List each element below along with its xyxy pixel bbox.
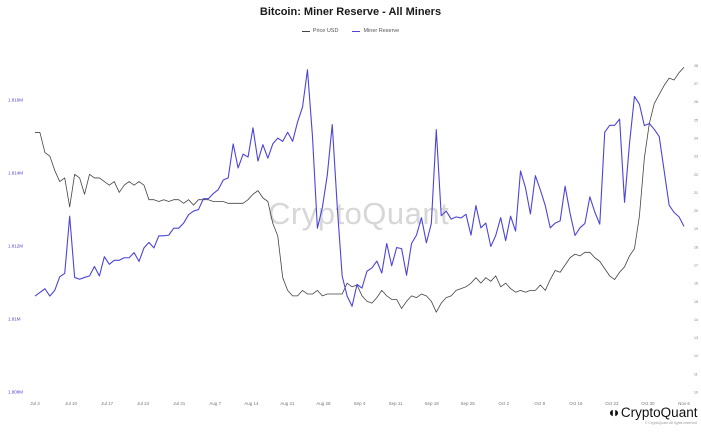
cryptoquant-logo-text: CryptoQuant [620,404,698,420]
cryptoquant-logo: ◖◗ CryptoQuant [607,404,697,420]
y-left-tick-label: 1.808M [8,390,23,395]
y-right-tick-label: 27 [694,82,698,86]
y-right-tick-label: 19 [694,227,698,231]
x-tick-label: Jul 10 [65,401,78,406]
x-tick-label: Jul 31 [173,401,186,406]
legend-swatch-miner-reserve [352,30,361,32]
x-tick-label: Sep 4 [354,401,366,406]
x-tick-label: Aug 14 [244,401,259,406]
price-usd-line [35,66,685,313]
x-tick-label: Oct 2 [498,401,509,406]
y-right-tick-label: 26 [694,100,698,104]
legend-swatch-price [301,30,310,32]
y-right-tick-label: 11 [694,372,698,376]
y-right-tick-label: 18 [694,245,698,249]
x-tick-label: Oct 16 [569,401,583,406]
y-right-tick-label: 16 [694,282,698,286]
x-tick-label: Aug 28 [316,401,331,406]
x-tick-label: Sep 11 [389,401,403,406]
legend-label-price: Price USD [312,28,339,34]
chart-title: Bitcoin: Miner Reserve - All Miners [259,6,442,18]
y-right-tick-label: 14 [694,318,698,322]
x-tick-label: Oct 30 [641,401,655,406]
y-right-tick-label: 25 [694,118,698,122]
watermark: CryptoQuant [268,196,450,231]
x-tick-label: Sep 18 [424,401,439,406]
y-right-tick-label: 24 [694,137,698,141]
series-layer [34,66,685,313]
y-right-tick-label: 22 [694,173,698,177]
miner-reserve-line [34,69,685,307]
x-tick-label: Oct 9 [534,401,545,406]
legend-label-miner-reserve: Miner Reserve [363,28,400,34]
legend-item-price[interactable]: Price USD [301,28,339,34]
x-tick-label: Aug 7 [209,401,221,406]
copyright-text: © CryptoQuant All rights reserved [644,421,697,425]
y-right-tick-label: 23 [694,155,698,159]
y-left-tick-label: 1.816M [8,98,23,103]
x-tick-label: Nov 6 [678,401,690,406]
legend-item-miner-reserve[interactable]: Miner Reserve [352,28,399,34]
axes-layer: 1.808M 1.81M 1.812M 1.814M 1.816M 10 11 12 13 14 1… [8,64,698,406]
y-left-tick-label: 1.81M [8,317,21,322]
y-right-tick-label: 15 [694,300,698,304]
y-right-tick-label: 10 [694,391,698,395]
y-right-tick-label: 21 [694,191,698,195]
x-tick-label: Jul 17 [101,401,114,406]
x-tick-label: Sep 25 [461,401,476,406]
x-tick-label: Aug 21 [280,401,295,406]
y-right-tick-label: 13 [694,336,698,340]
y-right-tick-label: 17 [694,264,698,268]
y-right-tick-label: 28 [694,64,698,68]
x-tick-label: Jul 3 [30,401,40,406]
x-tick-label: Jul 24 [137,401,150,406]
chart-legend: Price USD Miner Reserve [0,28,701,34]
y-right-tick-label: 12 [694,354,698,358]
y-right-tick-label: 20 [694,209,698,213]
cryptoquant-logo-icon: ◖◗ [607,404,621,420]
y-left-tick-label: 1.812M [8,244,23,249]
y-left-tick-label: 1.814M [8,171,23,176]
x-tick-label: Oct 23 [605,401,619,406]
